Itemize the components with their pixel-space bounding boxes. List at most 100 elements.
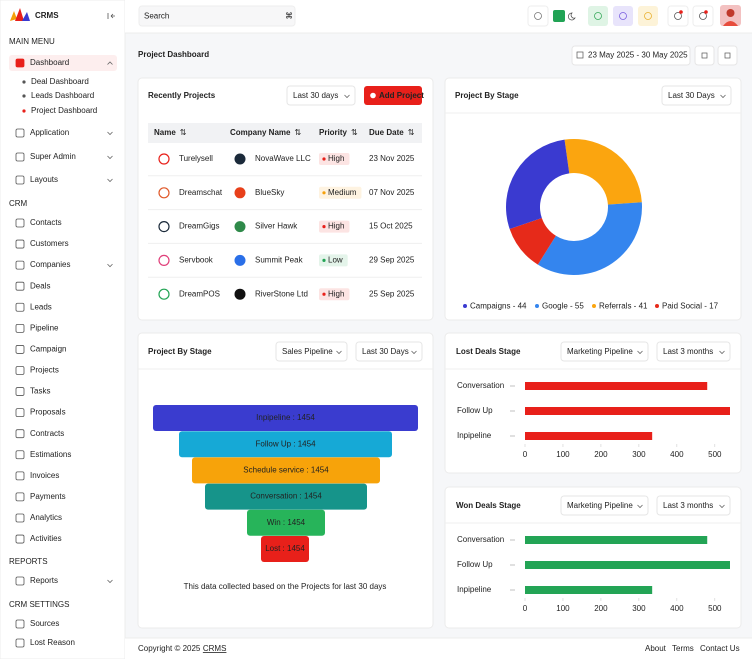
priority-badge bbox=[319, 153, 350, 165]
company-name: Summit Peak bbox=[255, 256, 304, 265]
filter-dropdown[interactable] bbox=[656, 341, 731, 362]
menu-item[interactable]: Application bbox=[30, 128, 69, 137]
card-title: Won Deals Stage bbox=[456, 501, 521, 510]
company-icon bbox=[234, 288, 246, 300]
funnel-stage bbox=[179, 431, 392, 458]
chevron bbox=[719, 350, 725, 355]
header-icon[interactable] bbox=[588, 6, 608, 26]
menu-item[interactable]: Dashboard bbox=[30, 58, 69, 67]
menu-item[interactable]: Contracts bbox=[30, 429, 64, 438]
chevron bbox=[107, 131, 113, 136]
menu-item[interactable]: Customers bbox=[30, 239, 69, 248]
filter-dropdown[interactable] bbox=[275, 341, 348, 362]
sort-icon: ⇅ bbox=[351, 128, 358, 137]
menu-item[interactable]: Projects bbox=[30, 366, 59, 375]
chevron bbox=[637, 350, 643, 355]
add-project-button[interactable] bbox=[364, 86, 422, 105]
legend-label: Google - 55 bbox=[542, 302, 584, 311]
table-header bbox=[148, 123, 422, 143]
x-tick-label: 300 bbox=[632, 450, 646, 459]
theme-toggle[interactable] bbox=[553, 10, 565, 22]
icon-glyph bbox=[644, 12, 652, 20]
menu-item[interactable]: Pipeline bbox=[30, 323, 59, 332]
menu-icon bbox=[15, 239, 25, 249]
brand: CRMS bbox=[35, 11, 59, 20]
header-icon[interactable] bbox=[638, 6, 658, 26]
header-icon[interactable] bbox=[667, 5, 689, 27]
submenu-item[interactable]: Deal Dashboard bbox=[31, 77, 89, 86]
donut-segment bbox=[564, 139, 642, 205]
column-header: Company Name bbox=[230, 128, 291, 137]
filter-dropdown[interactable] bbox=[661, 85, 732, 106]
chevron bbox=[411, 350, 417, 355]
legend-dot bbox=[592, 304, 596, 308]
bar bbox=[525, 407, 730, 415]
action-button[interactable] bbox=[694, 45, 715, 66]
search-box[interactable] bbox=[138, 5, 296, 27]
project-icon bbox=[158, 221, 170, 233]
menu-icon bbox=[15, 513, 25, 523]
menu-item[interactable]: Proposals bbox=[30, 408, 66, 417]
menu-item[interactable]: Analytics bbox=[30, 513, 62, 522]
menu-icon bbox=[15, 429, 25, 439]
footer-link[interactable]: Contact Us bbox=[700, 644, 740, 653]
collapse-icon[interactable] bbox=[107, 13, 115, 19]
menu-item[interactable]: Leads bbox=[30, 302, 52, 311]
menu-item[interactable]: Estimations bbox=[30, 450, 71, 459]
chevron bbox=[637, 504, 643, 509]
footer-link[interactable]: Terms bbox=[672, 644, 694, 653]
menu-item[interactable]: Super Admin bbox=[30, 152, 76, 161]
menu-item[interactable]: Companies bbox=[30, 260, 70, 269]
icon-glyph bbox=[534, 12, 542, 20]
logo-icon bbox=[15, 8, 24, 21]
column-header: Due Date bbox=[369, 128, 404, 137]
company-name: BlueSky bbox=[255, 188, 284, 197]
logo-icon bbox=[10, 11, 17, 21]
filter-label: Last 30 Days bbox=[362, 347, 409, 356]
menu-icon bbox=[15, 576, 25, 586]
menu-item[interactable]: Lost Reason bbox=[30, 638, 75, 647]
footer-link[interactable]: About bbox=[645, 644, 667, 653]
shortcut-icon: ⌘ bbox=[285, 12, 293, 21]
filter-dropdown[interactable] bbox=[286, 85, 356, 106]
filter-label: Last 30 days bbox=[293, 91, 338, 100]
chevron bbox=[107, 155, 113, 160]
menu-item[interactable]: Campaign bbox=[30, 345, 66, 354]
card-title: Recently Projects bbox=[148, 91, 216, 100]
column-header: Priority bbox=[319, 128, 348, 137]
menu-item[interactable]: Sources bbox=[30, 619, 59, 628]
priority-dot bbox=[322, 258, 326, 262]
menu-item[interactable]: Activities bbox=[30, 534, 62, 543]
menu-item[interactable]: Reports bbox=[30, 576, 58, 585]
menu-item[interactable]: Payments bbox=[30, 492, 66, 501]
submenu-item[interactable]: Leads Dashboard bbox=[31, 91, 94, 100]
icon-glyph bbox=[674, 12, 682, 20]
footer-brand-link[interactable]: CRMS bbox=[203, 644, 227, 653]
card-title: Project By Stage bbox=[455, 91, 519, 100]
priority-dot bbox=[322, 157, 326, 161]
submenu-item[interactable]: Project Dashboard bbox=[31, 106, 97, 115]
logo-icon bbox=[22, 12, 30, 21]
menu-item[interactable]: Invoices bbox=[30, 471, 59, 480]
date-range-box[interactable] bbox=[571, 45, 691, 66]
menu-item[interactable]: Layouts bbox=[30, 175, 58, 184]
filter-dropdown[interactable] bbox=[560, 341, 649, 362]
action-button[interactable] bbox=[717, 45, 738, 66]
category-label: Conversation bbox=[457, 535, 504, 544]
menu-item[interactable]: Tasks bbox=[30, 387, 50, 396]
due-date: 29 Sep 2025 bbox=[369, 256, 415, 265]
header-icon[interactable] bbox=[692, 5, 714, 27]
filter-dropdown[interactable] bbox=[560, 495, 649, 516]
filter-dropdown[interactable] bbox=[656, 495, 731, 516]
funnel-label: Inpipeline : 1454 bbox=[256, 413, 315, 422]
project-icon bbox=[158, 254, 170, 266]
filter-dropdown[interactable] bbox=[355, 341, 423, 362]
menu-item[interactable]: Deals bbox=[30, 281, 50, 290]
header-icon[interactable] bbox=[613, 6, 633, 26]
submenu-dot bbox=[22, 109, 26, 113]
menu-icon bbox=[15, 408, 25, 418]
filter-label: Marketing Pipeline bbox=[567, 347, 633, 356]
header-icon[interactable] bbox=[527, 5, 549, 27]
menu-item[interactable]: Contacts bbox=[30, 218, 62, 227]
footer bbox=[125, 638, 752, 659]
